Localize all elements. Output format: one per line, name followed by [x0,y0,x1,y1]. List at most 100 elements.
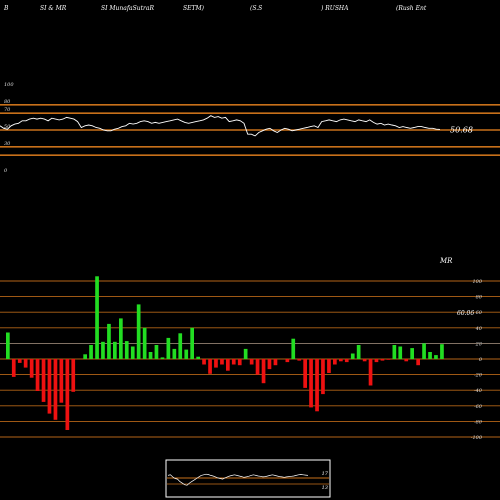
header-col5: (S.S [250,5,263,12]
mr-bar [422,343,426,359]
mr-bar [226,359,230,371]
mr-bar [440,344,444,359]
mr-bar [291,338,296,359]
mr-bar [327,359,331,373]
mini-label: 17 [322,471,329,477]
mr-bar [154,345,159,359]
rsi-tick-label: 0 [4,168,8,174]
mr-bar [220,359,224,365]
rsi-last-value: 50.68 [450,125,473,134]
mr-bar [119,318,123,359]
mr-last-value: 60.06 [457,310,474,317]
mr-tick-label: -80 [474,419,483,425]
mr-tick-label: 60 [476,310,483,316]
mr-bar [166,337,171,359]
mr-bar [202,359,206,365]
mr-tick-label: -20 [474,373,483,379]
mr-bar [237,359,242,366]
rsi-tick-label: 100 [4,82,14,88]
mr-bar [339,359,343,362]
rsi-tick-label: 30 [4,141,11,147]
mr-bar [178,333,183,359]
mr-tick-label: -40 [474,388,483,394]
mr-bar [190,327,194,359]
mr-bar [107,323,111,359]
rsi-tick-label: 80 [4,99,11,105]
header-col2: SI & MR [40,5,67,12]
mr-bar [309,359,313,408]
mr-bar [208,359,212,374]
mr-bar [142,327,147,359]
mr-bar [398,346,403,359]
header-col6: ) RUSHA [321,5,349,12]
mr-bar [95,276,99,359]
mr-bar [404,359,409,362]
mr-bar [160,357,165,359]
mr-tick-label: 20 [475,341,483,347]
mr-bar [47,359,52,414]
mr-bar [380,359,385,361]
mr-tick-label: 40 [475,326,483,332]
mr-bar [362,359,367,362]
mr-bar [392,345,397,359]
mr-bar [124,341,129,359]
mr-bar [83,354,87,359]
mr-bar [41,359,46,402]
mr-bar [89,345,93,359]
mr-bar [184,349,189,359]
mr-bar [196,356,200,359]
mr-bar [303,359,307,388]
mr-bar [53,359,58,420]
mr-bar [321,359,325,395]
mr-bar [273,359,278,366]
mr-bar [214,359,218,368]
mr-bar [297,359,302,361]
mr-bar [285,359,290,363]
mr-bar [59,359,64,403]
mr-bar [428,352,432,359]
mr-bar [6,332,10,359]
mr-bar [368,359,373,386]
mr-bar [434,355,438,359]
mr-tick-label: 0 [479,357,483,363]
mr-bar [374,359,379,363]
mr-bar [333,359,337,365]
mr-bar [315,359,319,412]
mr-bar [29,359,34,378]
mr-tick-label: 100 [472,279,482,285]
header-col7: (Rush Ent [396,5,427,12]
mr-tick-label: 80 [476,295,483,301]
header-col3: SI MunafaSutraR [101,5,154,12]
mr-tick-label: -60 [474,404,483,410]
mr-bar [350,353,355,359]
mr-bar [11,359,16,377]
mr-tick-label: -100 [471,435,483,441]
mr-bar [249,359,254,365]
mr-bar [243,348,248,359]
mr-bar [172,348,177,359]
rsi-series-line [0,115,441,137]
mr-bar [410,348,414,359]
mr-bar [130,346,135,359]
mr-bar [35,359,40,391]
mr-bar [17,359,22,363]
mini-series-line [167,473,309,486]
mr-bar [23,359,28,368]
mr-bar [71,359,76,392]
rsi-tick-label: 50 [4,124,11,130]
mr-bar [65,359,70,430]
mr-title: MR [439,257,453,265]
mr-bar [255,359,260,375]
mr-bar [386,359,391,360]
mini-label: 13 [322,485,328,491]
mr-bar [148,352,153,359]
mr-bar [267,359,272,370]
header-col1: B [4,5,9,12]
mr-bar [113,341,117,359]
mr-bar [101,341,105,359]
mr-bar [416,359,420,366]
mr-bar [344,359,349,363]
mr-bar [136,304,141,359]
